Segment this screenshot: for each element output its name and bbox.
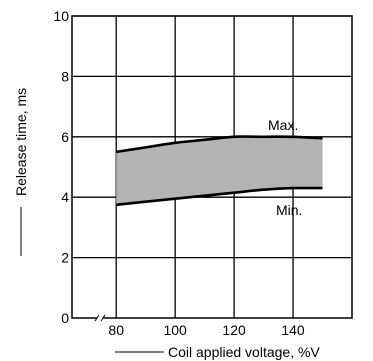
plot-frame: [71, 15, 353, 319]
y-tick-label-0: 0: [61, 310, 69, 326]
x-tick-labels: 80 100 120 140: [108, 322, 305, 338]
max-label: Max.: [268, 117, 298, 133]
x-axis-title-group: Coil applied voltage, %V: [115, 344, 320, 360]
x-tick-label-80: 80: [108, 322, 124, 338]
y-tick-label-8: 8: [61, 68, 69, 84]
release-time-band: [116, 136, 323, 205]
y-axis-title: Release time, ms: [13, 88, 29, 196]
x-tick-label-120: 120: [222, 322, 246, 338]
y-tick-labels: 0 2 4 6 8 10: [53, 8, 69, 326]
max-curve: [115, 135, 323, 154]
x-tick-label-140: 140: [281, 322, 305, 338]
x-tick-label-100: 100: [163, 322, 187, 338]
x-axis-title: Coil applied voltage, %V: [168, 344, 320, 360]
y-tick-label-4: 4: [61, 189, 69, 205]
y-tick-label-6: 6: [61, 129, 69, 145]
axis-break-mark: [94, 314, 106, 322]
y-tick-label-2: 2: [61, 250, 69, 266]
min-curve: [116, 186, 323, 207]
y-tick-label-10: 10: [53, 8, 69, 24]
min-label: Min.: [276, 202, 302, 218]
y-axis-title-group: Release time, ms: [13, 88, 29, 256]
